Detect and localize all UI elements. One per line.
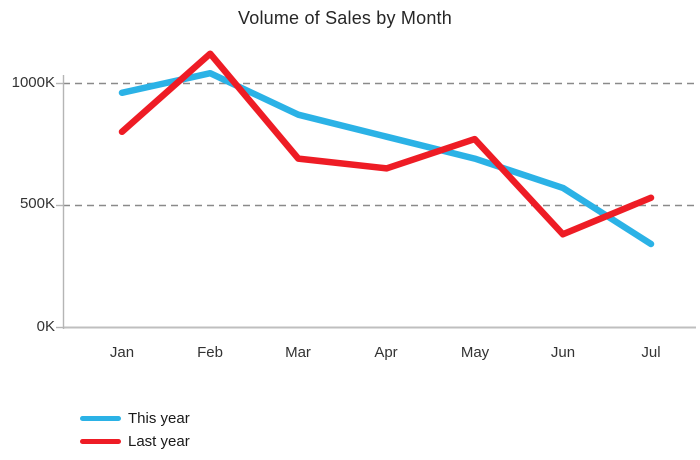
legend-label-this-year: This year: [128, 410, 190, 427]
legend-item-last-year: Last year: [80, 430, 190, 453]
x-axis-tick-label-jul: Jul: [641, 344, 661, 361]
y-axis-tick-label-500k: 500K: [19, 195, 55, 212]
chart-title: Volume of Sales by Month: [238, 8, 452, 28]
series-line-this-year: [118, 69, 655, 248]
x-axis-tick-label-feb: Feb: [197, 344, 223, 361]
legend-item-this-year: This year: [80, 407, 190, 430]
x-axis-tick-label-mar: Mar: [285, 344, 311, 361]
legend: This year Last year: [80, 407, 190, 453]
x-axis-tick-label-jan: Jan: [109, 344, 135, 361]
x-axis-tick-label-apr: Apr: [374, 344, 398, 361]
legend-swatch-this-year: [80, 416, 121, 421]
x-axis-tick-label-jun: Jun: [550, 344, 576, 361]
series-line-last-year: [118, 50, 655, 238]
legend-label-last-year: Last year: [128, 433, 190, 450]
y-axis-tick-label-0k: 0K: [36, 318, 55, 335]
legend-swatch-last-year: [80, 439, 121, 444]
x-axis-tick-label-may: May: [460, 344, 490, 361]
y-axis-tick-label-1000k: 1000K: [11, 74, 55, 91]
